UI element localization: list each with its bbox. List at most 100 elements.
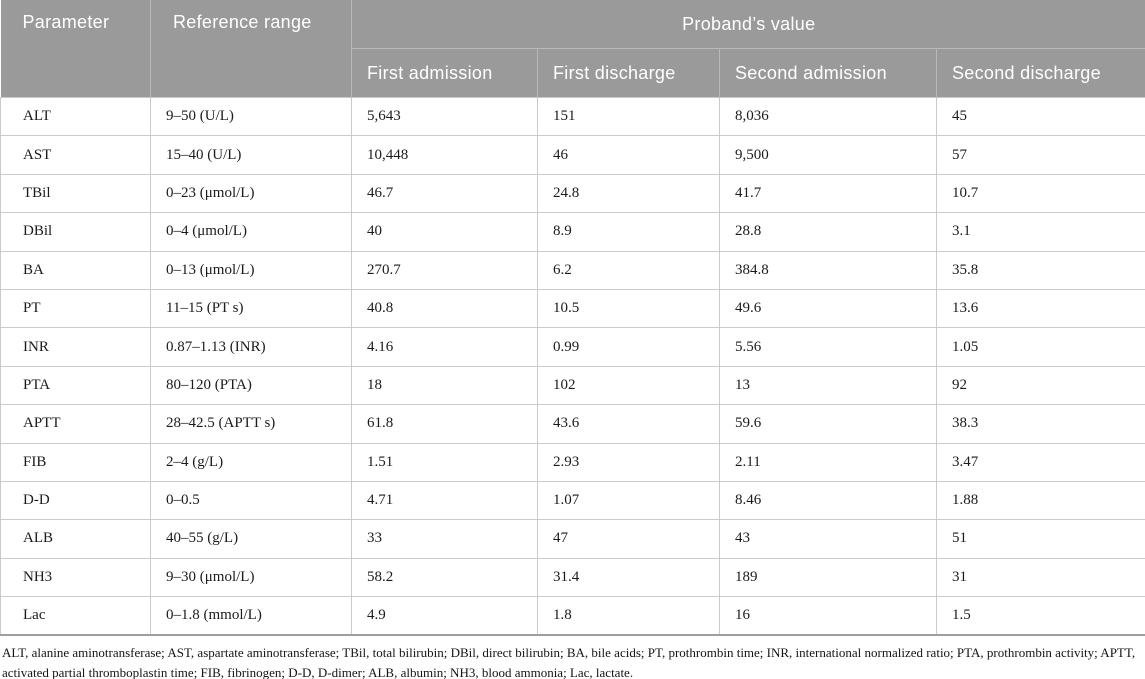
cell-value: 13.6 [935,288,1145,329]
cell-parameter: INR [0,327,151,367]
cell-value: 40.8 [351,288,538,329]
cell-reference-range: 11–15 (PT s) [150,288,352,329]
table-row: TBil 0–23 (μmol/L) 46.7 24.8 41.7 10.7 [0,173,1145,214]
cell-value: 31 [935,557,1145,598]
cell-value: 61.8 [351,404,538,444]
cell-value: 47 [537,519,720,559]
cell-value: 3.1 [935,212,1145,252]
cell-parameter: ALT [0,96,151,137]
cell-reference-range: 0–13 (μmol/L) [150,250,352,290]
table-row: FIB 2–4 (g/L) 1.51 2.93 2.11 3.47 [0,442,1145,482]
cell-value: 31.4 [537,557,720,598]
table-row: AST 15–40 (U/L) 10,448 46 9,500 57 [0,135,1145,175]
table-row: BA 0–13 (μmol/L) 270.7 6.2 384.8 35.8 [0,250,1145,290]
table-header: Parameter Reference range Proband’s valu… [0,0,1145,98]
col-header-probands-value: Proband’s value [350,0,1145,49]
cell-value: 4.71 [351,480,538,521]
cell-reference-range: 0–23 (μmol/L) [150,173,352,214]
table-row: PTA 80–120 (PTA) 18 102 13 92 [0,365,1145,406]
cell-reference-range: 40–55 (g/L) [150,519,352,559]
cell-parameter: PTA [0,365,151,406]
cell-parameter: AST [0,135,151,175]
table-row: APTT 28–42.5 (APTT s) 61.8 43.6 59.6 38.3 [0,404,1145,444]
cell-value: 1.5 [935,596,1145,636]
cell-value: 2.93 [537,442,720,482]
cell-value: 35.8 [935,250,1145,290]
cell-parameter: ALB [0,519,151,559]
cell-value: 43 [719,519,937,559]
cell-value: 270.7 [351,250,538,290]
table-row: Lac 0–1.8 (mmol/L) 4.9 1.8 16 1.5 [0,596,1145,636]
table-row: ALT 9–50 (U/L) 5,643 151 8,036 45 [0,96,1145,137]
cell-value: 3.47 [935,442,1145,482]
col-header-reference-range: Reference range [150,0,352,98]
cell-value: 4.16 [351,327,538,367]
cell-value: 58.2 [351,557,538,598]
cell-reference-range: 0–4 (μmol/L) [150,212,352,252]
cell-value: 2.11 [719,442,937,482]
cell-value: 59.6 [719,404,937,444]
cell-value: 6.2 [537,250,720,290]
cell-reference-range: 0–0.5 [150,480,352,521]
cell-value: 5.56 [719,327,937,367]
cell-parameter: Lac [0,596,151,636]
table-row: INR 0.87–1.13 (INR) 4.16 0.99 5.56 1.05 [0,327,1145,367]
cell-parameter: BA [0,250,151,290]
cell-value: 1.88 [935,480,1145,521]
cell-value: 1.07 [537,480,720,521]
cell-value: 1.05 [935,327,1145,367]
cell-value: 24.8 [537,173,720,214]
cell-reference-range: 0.87–1.13 (INR) [150,327,352,367]
cell-value: 10.5 [537,288,720,329]
table-body: ALT 9–50 (U/L) 5,643 151 8,036 45 AST 15–40 (U/… [0,96,1145,636]
cell-value: 43.6 [537,404,720,444]
cell-value: 1.51 [351,442,538,482]
cell-value: 0.99 [537,327,720,367]
table-row: NH3 9–30 (μmol/L) 58.2 31.4 189 31 [0,557,1145,598]
col-header-second-admission: Second admission [719,48,937,98]
cell-value: 46 [537,135,720,175]
cell-value: 151 [537,96,720,137]
cell-reference-range: 80–120 (PTA) [150,365,352,406]
cell-value: 33 [351,519,538,559]
cell-parameter: DBil [0,212,151,252]
cell-value: 8.46 [719,480,937,521]
cell-reference-range: 2–4 (g/L) [150,442,352,482]
cell-value: 51 [935,519,1145,559]
cell-parameter: TBil [0,173,151,214]
col-header-first-admission: First admission [351,48,538,98]
table-footnote: ALT, alanine aminotransferase; AST, aspa… [2,645,1136,679]
cell-value: 10.7 [935,173,1145,214]
cell-value: 13 [719,365,937,406]
cell-value: 384.8 [719,250,937,290]
cell-reference-range: 15–40 (U/L) [150,135,352,175]
table-row: ALB 40–55 (g/L) 33 47 43 51 [0,519,1145,559]
table-row: D-D 0–0.5 4.71 1.07 8.46 1.88 [0,480,1145,521]
col-header-second-discharge: Second discharge [935,48,1145,98]
cell-value: 4.9 [351,596,538,636]
cell-parameter: NH3 [0,557,151,598]
lab-results-table: Parameter Reference range Proband’s valu… [0,0,1145,637]
cell-reference-range: 9–30 (μmol/L) [150,557,352,598]
cell-value: 92 [935,365,1145,406]
cell-value: 38.3 [935,404,1145,444]
cell-value: 5,643 [351,96,538,137]
cell-parameter: PT [0,288,151,329]
cell-value: 41.7 [719,173,937,214]
cell-value: 40 [351,212,538,252]
cell-value: 1.8 [537,596,720,636]
cell-value: 10,448 [351,135,538,175]
cell-value: 189 [719,557,937,598]
cell-value: 102 [537,365,720,406]
cell-value: 49.6 [719,288,937,329]
cell-value: 16 [719,596,937,636]
cell-reference-range: 0–1.8 (mmol/L) [150,596,352,636]
table-row: DBil 0–4 (μmol/L) 40 8.9 28.8 3.1 [0,212,1145,252]
cell-value: 57 [935,135,1145,175]
header-row-sub: First admission First discharge Second adm… [1,48,1145,98]
header-row-main: Parameter Reference range Proband’s valu… [0,0,1145,98]
cell-parameter: APTT [0,404,151,444]
cell-value: 45 [935,96,1145,137]
cell-reference-range: 28–42.5 (APTT s) [150,404,352,444]
